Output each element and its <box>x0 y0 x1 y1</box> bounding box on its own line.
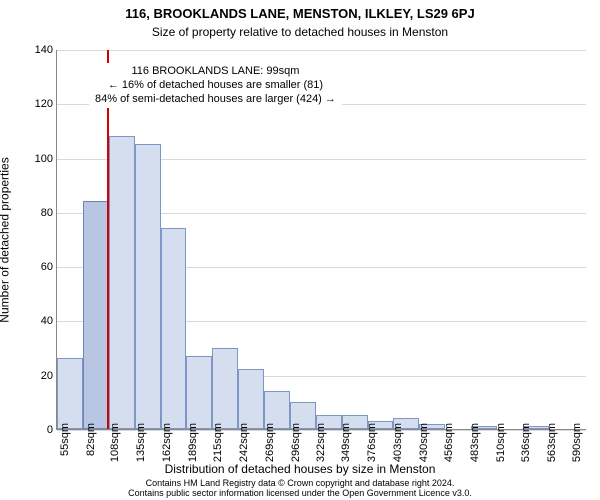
x-tick-label: 189sqm <box>187 423 199 462</box>
y-tick-label: 60 <box>27 261 53 273</box>
x-tick-label: 108sqm <box>109 423 121 462</box>
x-tick-label: 162sqm <box>161 423 173 462</box>
x-tick-label: 536sqm <box>520 423 532 462</box>
x-tick-label: 55sqm <box>59 423 71 456</box>
histogram-bar <box>238 369 264 429</box>
histogram-bar <box>57 358 83 429</box>
chart-title-line1: 116, BROOKLANDS LANE, MENSTON, ILKLEY, L… <box>0 6 600 21</box>
x-tick-label: 82sqm <box>85 423 97 456</box>
x-tick-label: 322sqm <box>315 423 327 462</box>
x-tick-label: 135sqm <box>135 423 147 462</box>
x-axis-label: Distribution of detached houses by size … <box>0 462 600 476</box>
x-tick-label: 456sqm <box>443 423 455 462</box>
gridline-h <box>57 50 586 51</box>
x-tick-label: 483sqm <box>469 423 481 462</box>
y-tick-label: 120 <box>27 98 53 110</box>
annotation-line3: 84% of semi-detached houses are larger (… <box>95 93 336 107</box>
y-tick-label: 40 <box>27 315 53 327</box>
x-tick-label: 215sqm <box>212 423 224 462</box>
histogram-bar <box>212 348 238 429</box>
footer-line1: Contains HM Land Registry data © Crown c… <box>0 478 600 488</box>
footer-line2: Contains public sector information licen… <box>0 488 600 498</box>
x-tick-label: 242sqm <box>238 423 250 462</box>
y-tick-label: 100 <box>27 153 53 165</box>
histogram-bar <box>161 228 187 429</box>
y-tick-label: 80 <box>27 207 53 219</box>
histogram-bar <box>109 136 135 429</box>
y-axis-label: Number of detached properties <box>0 157 12 322</box>
x-tick-label: 590sqm <box>571 423 583 462</box>
annotation-line2: ← 16% of detached houses are smaller (81… <box>95 79 336 93</box>
x-tick-label: 403sqm <box>392 423 404 462</box>
chart-title-line2: Size of property relative to detached ho… <box>0 25 600 39</box>
histogram-bar <box>83 201 109 429</box>
x-tick-label: 563sqm <box>546 423 558 462</box>
x-tick-label: 296sqm <box>290 423 302 462</box>
x-tick-label: 430sqm <box>418 423 430 462</box>
y-tick-label: 0 <box>27 424 53 436</box>
footer: Contains HM Land Registry data © Crown c… <box>0 478 600 498</box>
histogram-bar <box>186 356 212 429</box>
annotation-line1: 116 BROOKLANDS LANE: 99sqm <box>95 65 336 79</box>
annotation-box: 116 BROOKLANDS LANE: 99sqm ← 16% of deta… <box>89 63 342 108</box>
chart-container: 116, BROOKLANDS LANE, MENSTON, ILKLEY, L… <box>0 0 600 500</box>
y-tick-label: 20 <box>27 370 53 382</box>
y-tick-label: 140 <box>27 44 53 56</box>
y-axis-label-wrap: Number of detached properties <box>0 50 12 430</box>
x-tick-label: 269sqm <box>264 423 276 462</box>
x-tick-label: 376sqm <box>366 423 378 462</box>
x-tick-label: 510sqm <box>495 423 507 462</box>
histogram-bar <box>135 144 161 429</box>
plot-area: 02040608010012014055sqm82sqm108sqm135sqm… <box>56 50 586 430</box>
x-tick-label: 349sqm <box>340 423 352 462</box>
